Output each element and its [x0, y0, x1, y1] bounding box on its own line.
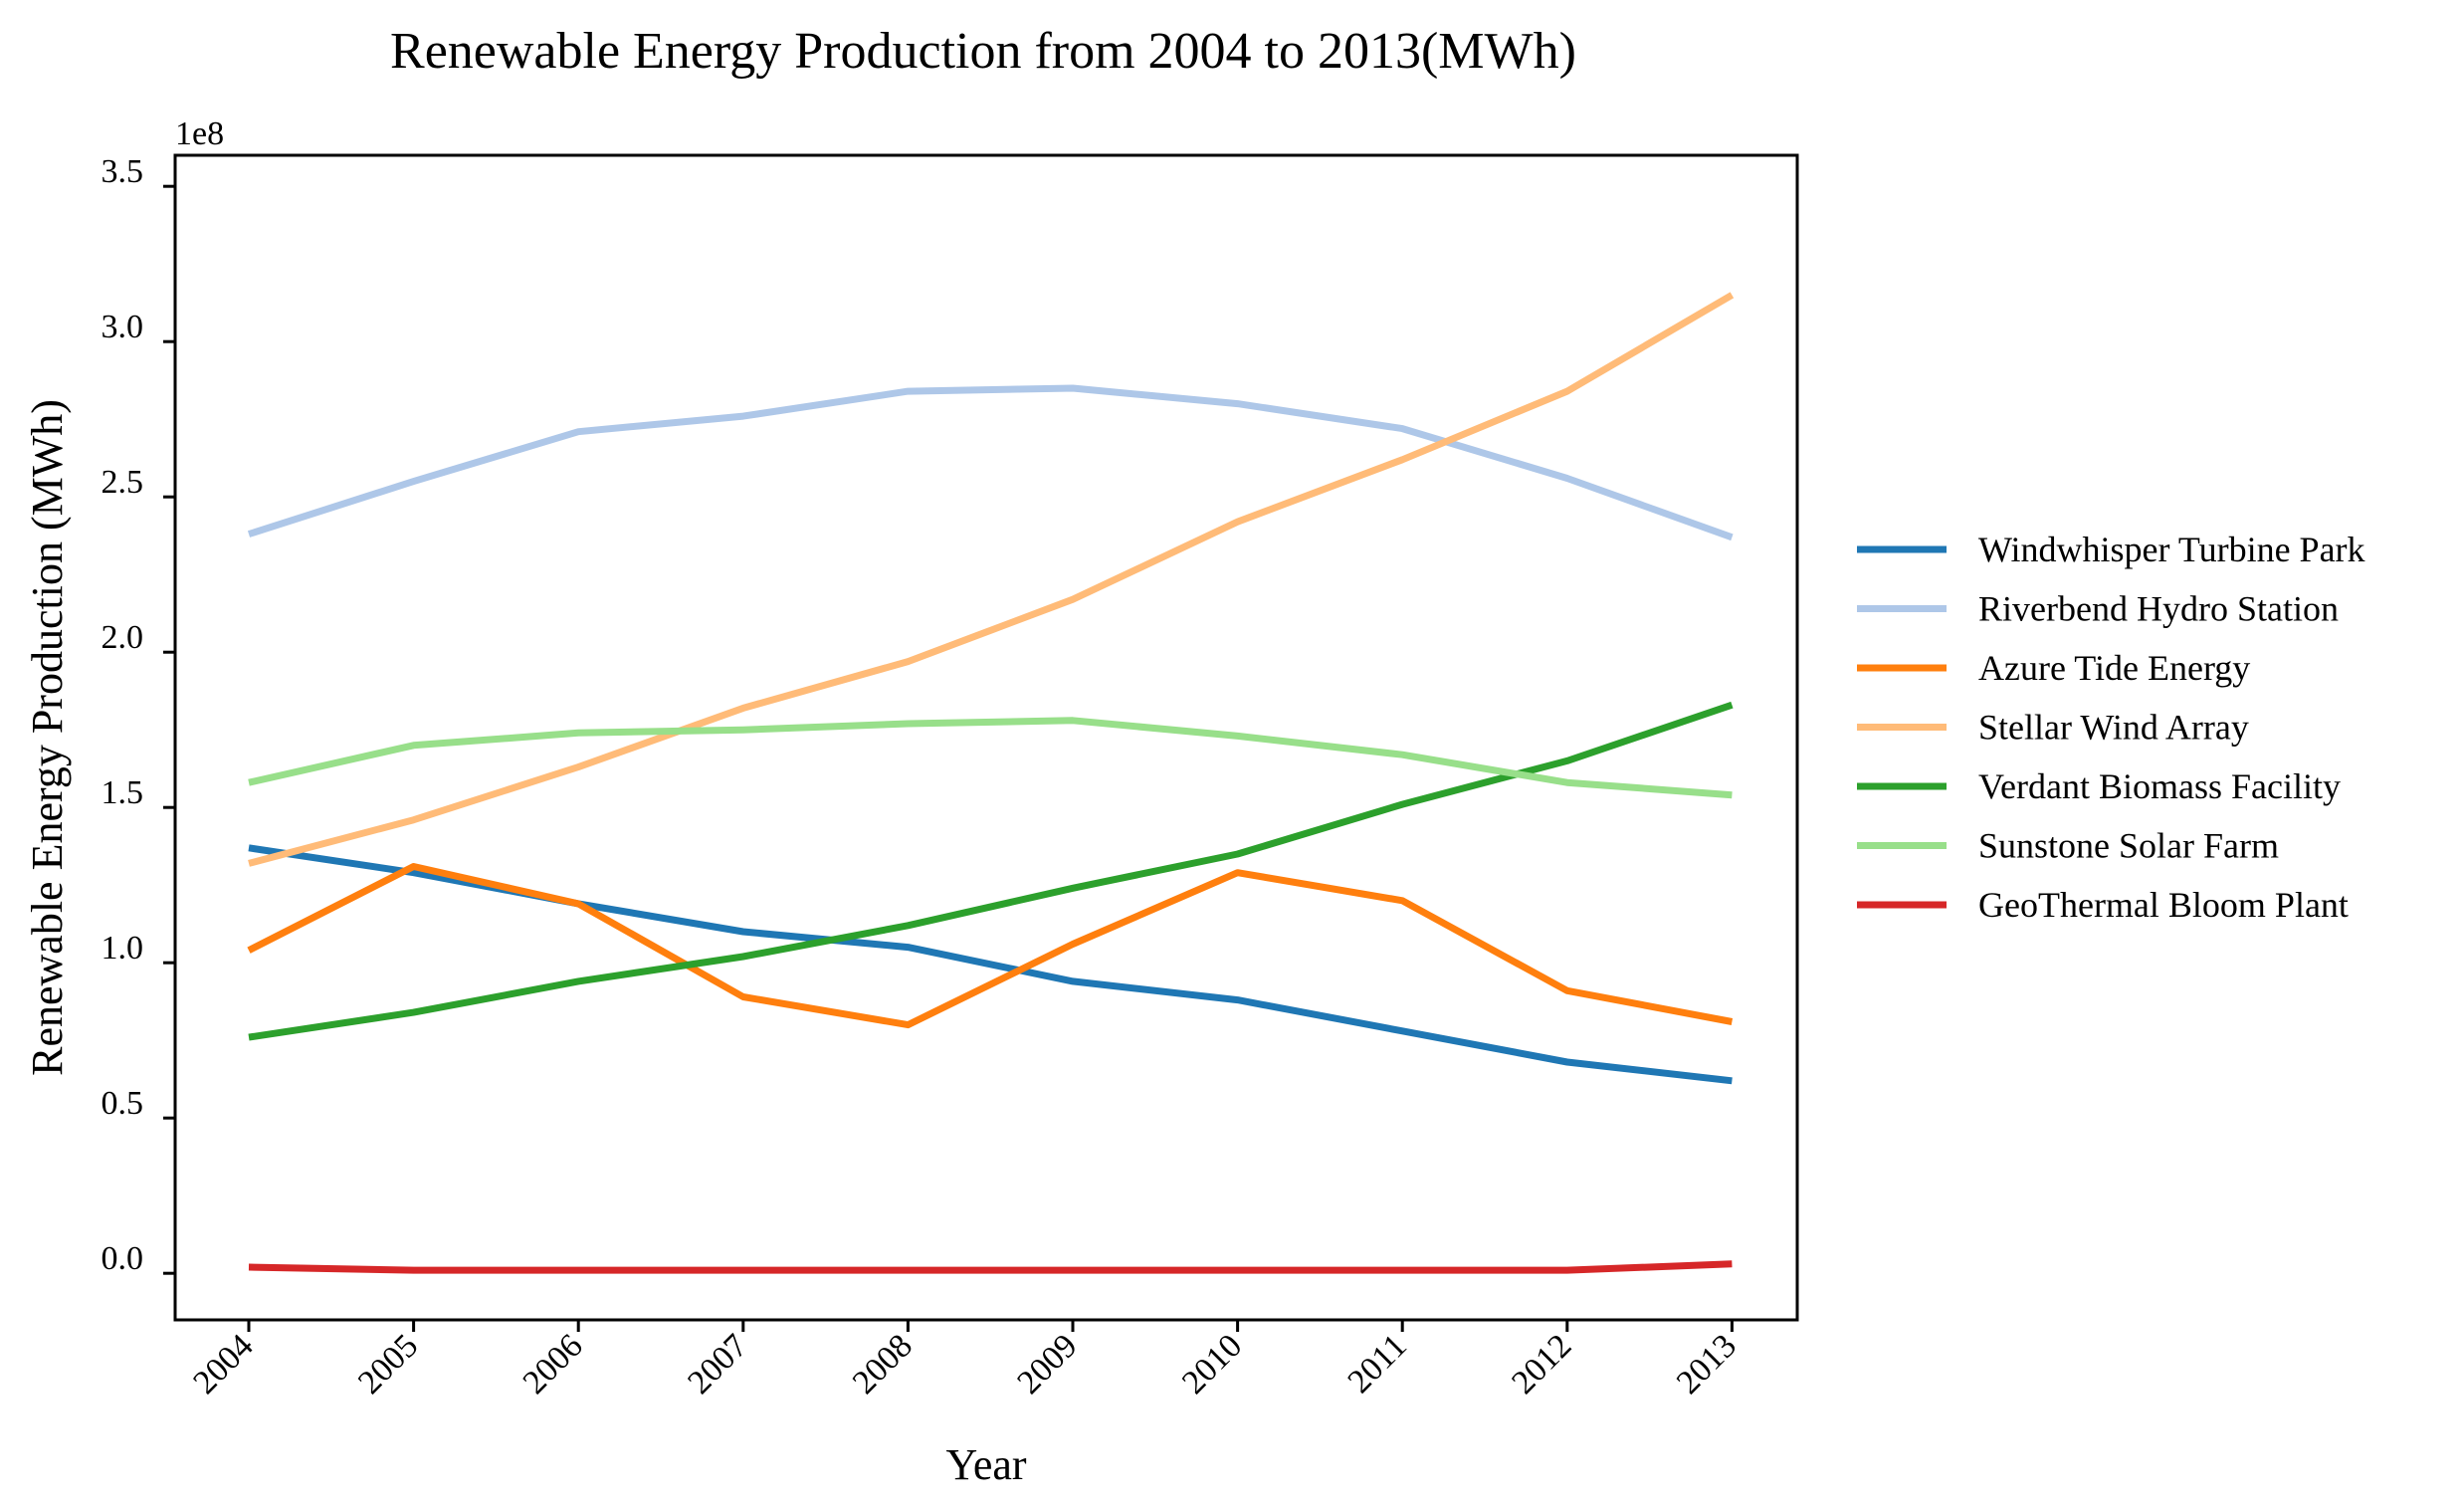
x-tick-label: 2011 [1340, 1327, 1413, 1400]
series-line [248, 701, 1734, 1041]
legend-label: Verdant Biomass Facility [1978, 766, 2341, 806]
series-line [247, 863, 1734, 1029]
series-line [248, 292, 1735, 867]
x-tick-label: 2013 [1670, 1327, 1744, 1401]
x-tick-label: 2004 [186, 1327, 260, 1401]
legend: Windwhisper Turbine Park Riverbend Hydro … [1857, 530, 2365, 925]
x-tick-label: 2007 [681, 1327, 754, 1401]
series-line [248, 1260, 1733, 1274]
y-tick-label: 1.0 [102, 930, 144, 967]
series-lines [247, 292, 1735, 1274]
y-tick-label: 3.5 [102, 153, 144, 190]
x-tick-label: 2008 [846, 1327, 920, 1401]
y-tick-label: 0.0 [102, 1240, 144, 1277]
y-tick-label: 2.0 [102, 619, 144, 656]
x-axis-label: Year [945, 1440, 1026, 1489]
y-tick-label: 1.5 [102, 774, 144, 811]
legend-label: Sunstone Solar Farm [1978, 826, 2279, 866]
y-offset-label: 1e8 [175, 115, 224, 152]
x-tick-label: 2012 [1505, 1327, 1578, 1401]
legend-label: Windwhisper Turbine Park [1978, 530, 2365, 569]
legend-label: Riverbend Hydro Station [1978, 589, 2339, 629]
y-axis-label: Renewable Energy Production (MWh) [23, 399, 72, 1076]
series-line [248, 717, 1733, 799]
y-tick-label: 3.0 [102, 309, 144, 345]
series-line [247, 384, 1734, 541]
legend-label: Stellar Wind Array [1978, 708, 2249, 748]
legend-label: GeoThermal Bloom Plant [1978, 885, 2349, 925]
x-tick-label: 2005 [351, 1327, 425, 1401]
legend-label: Azure Tide Energy [1978, 648, 2250, 688]
x-tick-label: 2010 [1175, 1327, 1249, 1401]
x-axis-ticks: 2004 2005 2006 2007 2008 2009 2010 2011 2012 2013 [186, 1320, 1744, 1402]
plot-frame [173, 153, 1799, 1322]
chart-title: Renewable Energy Production from 2004 to… [390, 23, 1576, 80]
x-tick-label: 2006 [516, 1327, 590, 1401]
y-tick-label: 0.5 [102, 1085, 144, 1122]
y-tick-label: 2.5 [102, 464, 144, 501]
x-tick-label: 2009 [1010, 1327, 1084, 1401]
y-axis-ticks: 0.0 0.5 1.0 1.5 2.0 2.5 3.0 3.5 [102, 153, 175, 1277]
